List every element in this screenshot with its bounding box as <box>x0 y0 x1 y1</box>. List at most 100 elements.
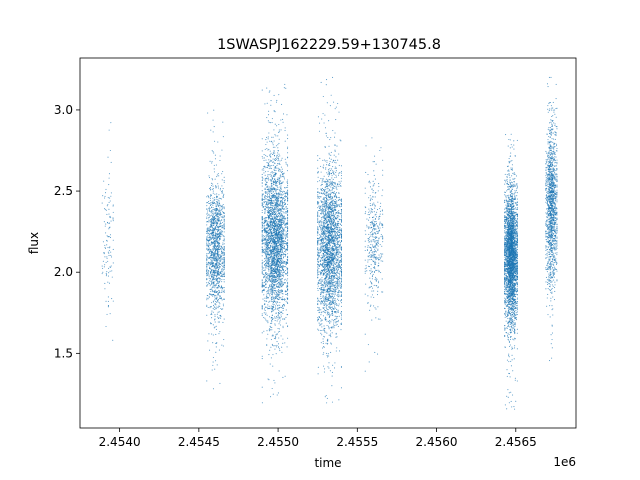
data-point <box>265 262 267 264</box>
data-point <box>269 300 271 302</box>
data-point <box>216 240 218 242</box>
data-point <box>270 292 272 294</box>
data-point <box>207 253 209 255</box>
data-point <box>209 280 211 282</box>
data-point <box>208 232 210 235</box>
data-point <box>213 109 215 111</box>
data-point <box>283 271 286 273</box>
data-point <box>279 177 281 179</box>
data-point <box>215 260 218 262</box>
data-point <box>212 263 214 266</box>
data-point <box>218 204 220 206</box>
data-point <box>273 140 275 142</box>
data-point <box>274 174 276 176</box>
data-point <box>214 249 217 252</box>
data-point <box>212 356 214 359</box>
data-point <box>265 239 267 241</box>
data-point <box>270 219 272 221</box>
data-point <box>333 136 336 138</box>
data-point <box>273 279 275 281</box>
data-point <box>209 199 211 202</box>
data-point <box>221 190 223 192</box>
data-point <box>266 87 268 89</box>
data-point <box>110 192 112 194</box>
data-point <box>277 216 279 218</box>
data-point <box>212 183 214 185</box>
data-point <box>285 316 287 318</box>
data-point <box>206 257 208 259</box>
data-point <box>273 345 275 347</box>
data-point <box>330 321 332 323</box>
data-point <box>106 274 108 276</box>
data-point <box>220 271 222 273</box>
data-point <box>271 160 273 162</box>
data-point <box>212 364 214 366</box>
data-point <box>278 272 280 274</box>
data-point <box>270 218 273 220</box>
data-point <box>263 225 265 227</box>
data-point <box>280 213 282 215</box>
data-point <box>334 293 336 295</box>
data-point <box>102 195 104 197</box>
data-point <box>270 204 273 206</box>
data-point <box>271 118 273 120</box>
data-point <box>282 236 284 238</box>
data-point <box>282 231 284 233</box>
data-point <box>271 197 273 199</box>
data-point <box>263 236 265 238</box>
data-point <box>212 295 214 297</box>
data-point <box>287 234 289 236</box>
data-point <box>267 244 269 246</box>
data-point <box>269 193 271 195</box>
data-point <box>275 157 277 160</box>
data-point <box>317 248 319 250</box>
data-point <box>222 303 224 305</box>
data-point <box>328 314 330 316</box>
data-point <box>223 219 225 221</box>
data-point <box>267 238 269 240</box>
data-point <box>267 262 269 265</box>
data-point <box>270 246 272 248</box>
data-point <box>287 218 289 220</box>
data-point <box>276 283 278 285</box>
data-point <box>221 230 223 232</box>
data-point <box>269 122 272 124</box>
data-point <box>271 224 273 226</box>
data-point <box>275 305 277 307</box>
data-point <box>222 194 224 197</box>
data-point <box>209 251 211 253</box>
data-point <box>223 289 225 291</box>
data-point <box>206 259 208 261</box>
data-point <box>275 315 278 318</box>
data-point <box>338 305 340 307</box>
data-point <box>261 231 263 233</box>
data-point <box>276 163 279 165</box>
data-point <box>274 158 276 160</box>
data-point <box>279 280 281 282</box>
data-point <box>319 157 321 160</box>
data-point <box>261 203 263 205</box>
data-point <box>279 277 281 279</box>
data-point <box>279 204 281 206</box>
data-point <box>215 239 217 241</box>
data-point <box>279 311 281 313</box>
data-point <box>278 244 280 246</box>
data-point <box>273 242 275 244</box>
data-point <box>282 118 284 120</box>
data-point <box>265 251 267 253</box>
data-point <box>271 247 274 249</box>
data-point <box>265 201 267 203</box>
data-point <box>213 230 215 233</box>
data-point <box>212 233 214 235</box>
data-point <box>272 239 274 241</box>
data-point <box>273 258 275 260</box>
data-point <box>283 87 285 89</box>
data-point <box>221 252 223 255</box>
data-point <box>221 287 224 289</box>
data-point <box>209 219 211 221</box>
data-point <box>275 235 277 237</box>
data-point <box>275 346 278 348</box>
data-point <box>276 261 278 263</box>
data-point <box>223 274 225 276</box>
data-point <box>214 199 216 201</box>
